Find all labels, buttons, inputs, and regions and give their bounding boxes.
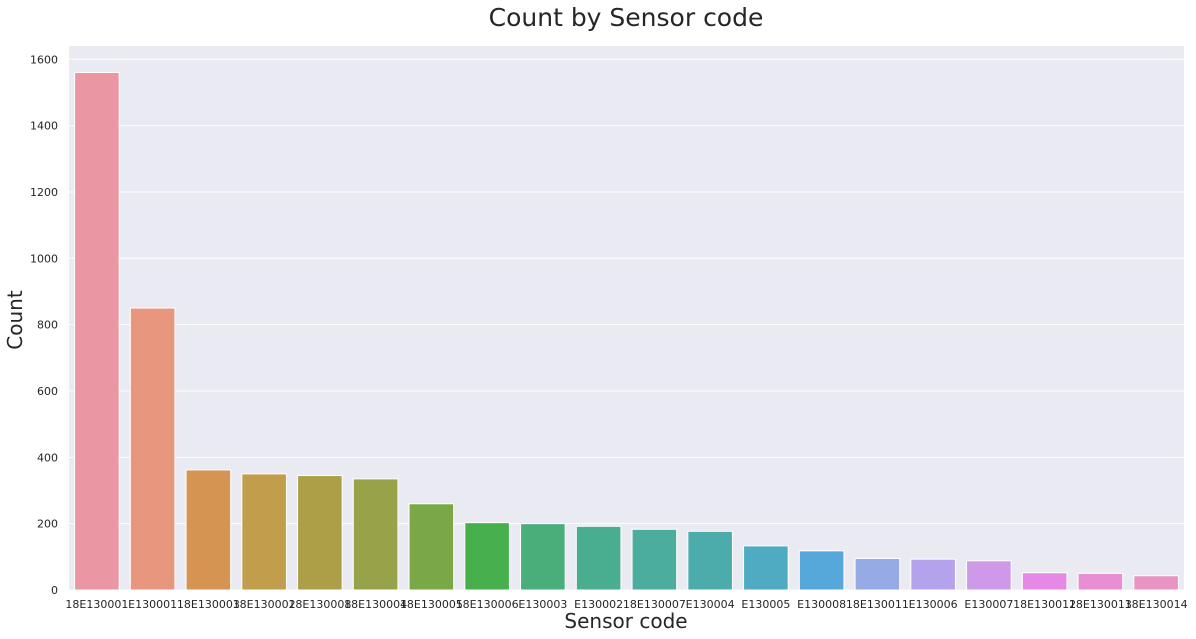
y-tick-label: 1600	[30, 53, 58, 66]
bar-18E130005	[408, 503, 455, 591]
x-tick-label: 18E130005	[400, 598, 463, 611]
x-tick-label: E130005	[741, 598, 790, 611]
chart-title: Count by Sensor code	[489, 3, 764, 32]
bar-18E130007	[631, 528, 678, 591]
bar-E130006	[910, 558, 956, 591]
x-tick-label: E130002	[574, 598, 623, 611]
bar-18E130002	[241, 473, 287, 591]
plot-area	[69, 46, 1184, 590]
bar-E130008	[798, 550, 845, 591]
bar-18E130012	[1021, 572, 1068, 591]
bar-E130007	[966, 560, 1012, 591]
y-tick-label: 1200	[30, 186, 58, 199]
y-tick-label: 400	[37, 451, 58, 464]
x-tick-label: 18E130008	[288, 598, 351, 611]
x-tick-labels: 18E130001 E130001 18E13000318E13000218E130…	[65, 598, 1187, 611]
x-tick-label: 18E130002	[233, 598, 296, 611]
x-tick-label: 18E130012	[1013, 598, 1076, 611]
y-tick-labels: 0 200 400 600 800 1000 1200 1400 1600	[30, 53, 58, 597]
bar-E130004	[687, 530, 733, 591]
x-tick-label: E130001	[128, 598, 177, 611]
x-tick-label: 18E130014	[1125, 598, 1188, 611]
x-tick-label: 18E130004	[344, 598, 407, 611]
x-tick-label: 18E130013	[1069, 598, 1132, 611]
bar-18E130008	[297, 475, 343, 591]
bar-18E130011	[854, 557, 901, 591]
bar-18E130003	[185, 469, 232, 591]
y-tick-label: 200	[37, 518, 58, 531]
y-tick-label: 1400	[30, 120, 58, 133]
bar-E130003	[520, 523, 566, 591]
x-tick-label: E130006	[909, 598, 958, 611]
x-tick-label: E130003	[518, 598, 567, 611]
x-tick-label: E130008	[797, 598, 846, 611]
y-axis-title: Count	[3, 290, 27, 350]
x-tick-label: 18E130011	[846, 598, 909, 611]
y-tick-label: 800	[37, 319, 58, 332]
bar-E130001	[129, 307, 176, 591]
bar-18E130001	[74, 72, 120, 591]
x-tick-label: E130004	[686, 598, 735, 611]
bar-18E130006	[464, 522, 510, 591]
bar-E130002	[575, 525, 622, 591]
bar-18E130004	[352, 478, 399, 591]
bars	[74, 72, 1179, 591]
bar-E130005	[743, 545, 789, 591]
x-axis-title: Sensor code	[564, 609, 687, 633]
bar-18E130013	[1077, 572, 1124, 591]
x-tick-label: 18E130003	[177, 598, 240, 611]
bar-18E130014	[1133, 575, 1179, 591]
x-tick-label: 18E130006	[456, 598, 519, 611]
y-tick-label: 600	[37, 385, 58, 398]
x-tick-label: E130007	[964, 598, 1013, 611]
x-tick-label: 18E130007	[623, 598, 686, 611]
x-tick-label: 18E130001	[65, 598, 128, 611]
y-tick-label: 1000	[30, 252, 58, 265]
y-tick-label: 0	[51, 584, 58, 597]
